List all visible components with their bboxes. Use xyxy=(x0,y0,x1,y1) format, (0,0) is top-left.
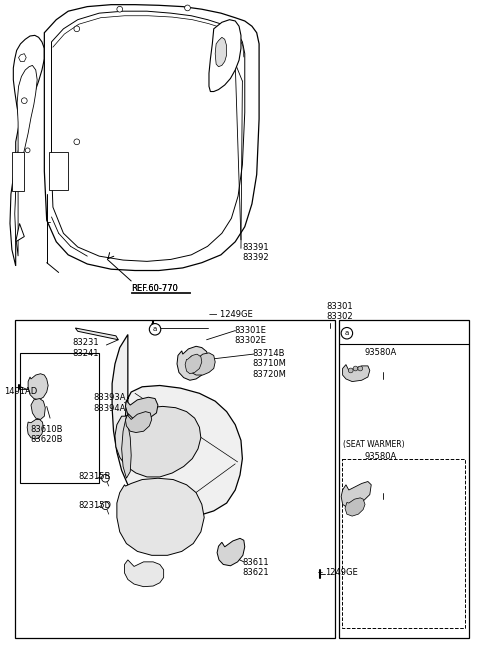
Polygon shape xyxy=(10,35,44,266)
Bar xyxy=(342,459,465,628)
Text: 83301
83302: 83301 83302 xyxy=(326,302,352,321)
Text: 93580A: 93580A xyxy=(364,348,396,357)
Text: 83611
83621: 83611 83621 xyxy=(242,558,269,577)
Circle shape xyxy=(149,323,161,335)
Text: — 1249GE: — 1249GE xyxy=(209,310,253,319)
Circle shape xyxy=(348,368,353,373)
Circle shape xyxy=(25,148,30,153)
Text: 82315D: 82315D xyxy=(79,501,112,510)
Text: 82315B: 82315B xyxy=(79,472,111,481)
Text: 93580A: 93580A xyxy=(364,452,396,461)
Polygon shape xyxy=(185,354,202,374)
Text: 83393A
83394A: 83393A 83394A xyxy=(93,394,125,413)
Polygon shape xyxy=(217,539,245,565)
Polygon shape xyxy=(125,411,152,432)
Text: a: a xyxy=(153,326,157,333)
Bar xyxy=(339,320,469,638)
Polygon shape xyxy=(16,224,24,242)
Polygon shape xyxy=(117,478,204,556)
Text: 1491AD: 1491AD xyxy=(4,387,37,396)
Polygon shape xyxy=(51,11,245,261)
Text: 83714B
83710M
83720M: 83714B 83710M 83720M xyxy=(252,349,286,379)
Circle shape xyxy=(358,366,363,371)
Polygon shape xyxy=(28,374,48,400)
Polygon shape xyxy=(209,20,241,92)
Polygon shape xyxy=(75,328,118,340)
Polygon shape xyxy=(115,406,201,477)
Circle shape xyxy=(102,502,109,510)
Polygon shape xyxy=(341,482,371,508)
Polygon shape xyxy=(44,5,259,270)
Text: 83231
83241: 83231 83241 xyxy=(72,338,99,358)
Polygon shape xyxy=(189,353,215,375)
Text: 83301E
83302E: 83301E 83302E xyxy=(234,326,266,346)
Text: REF.60-770: REF.60-770 xyxy=(131,283,178,293)
Bar xyxy=(15,320,336,638)
Polygon shape xyxy=(345,498,365,516)
Text: 83610B
83620B: 83610B 83620B xyxy=(30,424,62,444)
Bar xyxy=(49,152,68,190)
Bar xyxy=(21,353,99,483)
Polygon shape xyxy=(215,37,227,67)
Circle shape xyxy=(185,5,191,10)
Text: a: a xyxy=(345,330,349,337)
Polygon shape xyxy=(124,560,164,586)
Polygon shape xyxy=(15,66,37,256)
Bar xyxy=(12,152,24,191)
Polygon shape xyxy=(121,416,131,478)
Circle shape xyxy=(341,327,353,339)
Circle shape xyxy=(102,474,109,482)
Polygon shape xyxy=(27,419,43,439)
Circle shape xyxy=(117,7,122,12)
Circle shape xyxy=(74,139,80,145)
Polygon shape xyxy=(112,335,242,516)
Text: REF.60-770: REF.60-770 xyxy=(131,283,178,293)
Polygon shape xyxy=(177,346,209,380)
Text: (SEAT WARMER): (SEAT WARMER) xyxy=(343,440,404,449)
Text: 83391
83392: 83391 83392 xyxy=(242,243,269,262)
Text: 1249GE: 1249GE xyxy=(325,568,358,577)
Circle shape xyxy=(74,26,80,31)
Circle shape xyxy=(353,366,358,371)
Polygon shape xyxy=(31,399,45,419)
Polygon shape xyxy=(343,365,370,382)
Circle shape xyxy=(22,98,27,104)
Polygon shape xyxy=(125,398,158,420)
Polygon shape xyxy=(19,54,26,62)
